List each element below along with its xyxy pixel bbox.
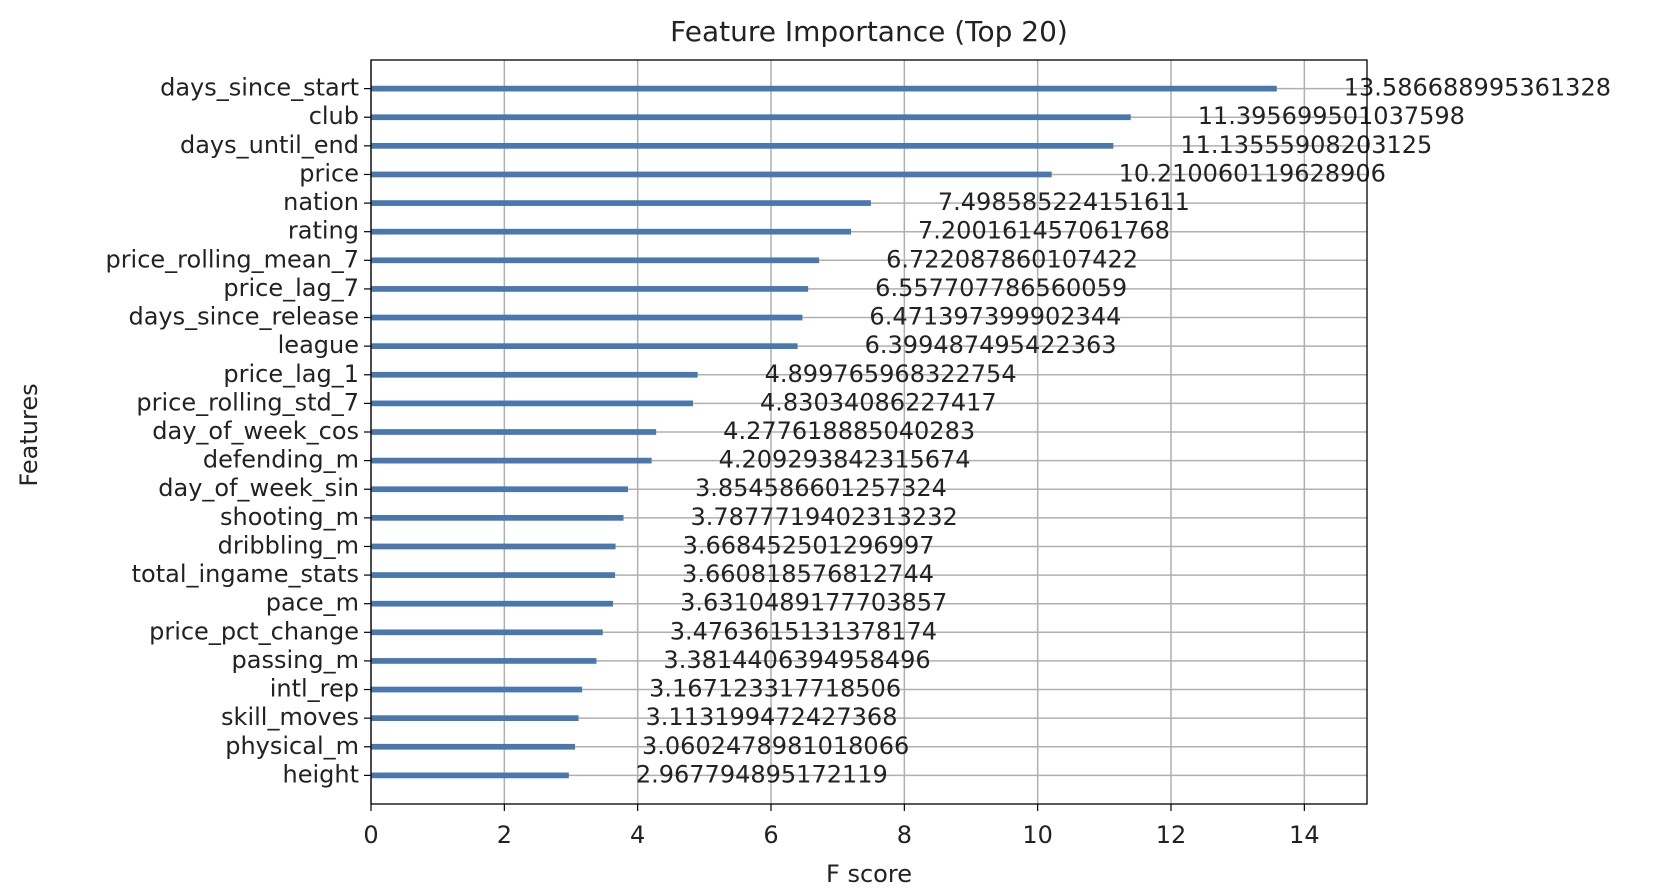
- y-tick-label: total_ingame_stats: [132, 560, 359, 588]
- value-label: 4.277618885040283: [723, 417, 975, 445]
- y-tick-label: passing_m: [232, 646, 359, 674]
- y-tick-label: price: [299, 159, 359, 187]
- x-tick-label: 12: [1156, 821, 1187, 849]
- y-tick-label: nation: [283, 188, 359, 216]
- bar: [371, 715, 579, 722]
- y-tick-label: days_since_start: [160, 74, 359, 102]
- y-tick-label: league: [278, 331, 359, 359]
- bar: [371, 429, 657, 435]
- y-tick-label: day_of_week_cos: [152, 417, 359, 445]
- value-label: 3.167123317718506: [649, 675, 901, 703]
- bar: [371, 743, 576, 750]
- plot-frame: [370, 59, 1368, 805]
- value-label: 3.668452501296997: [683, 531, 935, 559]
- value-label: 3.7877719402313232: [691, 503, 958, 531]
- value-label: 3.113199472427368: [646, 703, 898, 731]
- y-tick-label: price_rolling_mean_7: [105, 245, 359, 273]
- value-label: 4.899765968322754: [765, 360, 1017, 388]
- value-label: 11.13555908203125: [1180, 131, 1432, 159]
- bar: [371, 486, 628, 493]
- y-tick-label: pace_m: [266, 589, 359, 617]
- value-label: 3.0602478981018066: [642, 732, 909, 760]
- y-tick-label: rating: [288, 217, 359, 245]
- value-label: 3.854586601257324: [695, 474, 947, 502]
- value-label: 2.967794895172119: [636, 760, 888, 788]
- value-label: 6.557707786560059: [875, 274, 1127, 302]
- bar: [371, 600, 614, 607]
- value-label: 6.471397399902344: [869, 303, 1121, 331]
- value-label: 6.399487495422363: [865, 331, 1117, 359]
- bar: [371, 286, 809, 292]
- value-label: 4.209293842315674: [719, 446, 971, 474]
- bar: [371, 572, 616, 578]
- bar: [371, 629, 603, 636]
- bar: [371, 371, 698, 378]
- bar: [371, 314, 803, 321]
- y-tick-label: shooting_m: [220, 503, 359, 531]
- y-tick-label: days_since_release: [128, 303, 359, 331]
- y-tick-label: day_of_week_sin: [158, 474, 359, 502]
- y-tick-label: price_pct_change: [149, 617, 359, 645]
- x-tick-label: 4: [630, 821, 645, 849]
- y-tick-label: days_until_end: [180, 131, 359, 159]
- y-tick-label: defending_m: [203, 446, 359, 474]
- value-label: 11.395699501037598: [1198, 102, 1465, 130]
- value-label: 7.200161457061768: [918, 217, 1170, 245]
- value-label: 3.4763615131378174: [670, 617, 937, 645]
- x-tick-label: 2: [497, 821, 512, 849]
- bar: [371, 257, 820, 264]
- y-tick-label: price_lag_1: [223, 360, 359, 388]
- y-tick-label: price_lag_7: [223, 274, 359, 302]
- value-label: 4.83034086227417: [760, 388, 997, 416]
- y-tick-label: club: [309, 102, 359, 130]
- y-tick-label: skill_moves: [221, 703, 359, 731]
- value-label: 7.498585224151611: [938, 188, 1190, 216]
- bar: [371, 457, 652, 464]
- bar: [371, 514, 624, 521]
- bar: [371, 543, 616, 550]
- x-tick-label: 10: [1022, 821, 1053, 849]
- bar: [371, 772, 569, 779]
- value-label: 3.660818576812744: [682, 560, 934, 588]
- bar: [371, 686, 583, 693]
- bar: [371, 200, 871, 206]
- value-label: 3.6310489177703857: [680, 589, 947, 617]
- x-tick-label: 8: [897, 821, 912, 849]
- y-tick-label: dribbling_m: [218, 531, 359, 559]
- y-axis-label: Features: [15, 383, 43, 486]
- value-label: 10.210060119628906: [1119, 159, 1386, 187]
- x-tick-label: 14: [1289, 821, 1320, 849]
- x-tick-label: 6: [763, 821, 778, 849]
- bar: [371, 400, 694, 407]
- y-tick-label: intl_rep: [270, 675, 359, 703]
- chart-title: Feature Importance (Top 20): [670, 15, 1068, 48]
- bar: [371, 85, 1277, 92]
- bar: [371, 171, 1052, 178]
- bar: [371, 228, 852, 235]
- x-tick-label: 0: [363, 821, 378, 849]
- value-label: 13.586688995361328: [1344, 74, 1611, 102]
- bar: [371, 343, 798, 350]
- bar: [371, 114, 1131, 121]
- value-label: 3.3814406394958496: [663, 646, 930, 674]
- y-tick-label: price_rolling_std_7: [136, 388, 359, 416]
- value-label: 6.722087860107422: [886, 245, 1138, 273]
- y-tick-label: height: [283, 760, 360, 788]
- x-axis-label: F score: [826, 860, 912, 888]
- bar: [371, 658, 597, 664]
- bar: [371, 142, 1114, 149]
- y-tick-label: physical_m: [225, 732, 359, 760]
